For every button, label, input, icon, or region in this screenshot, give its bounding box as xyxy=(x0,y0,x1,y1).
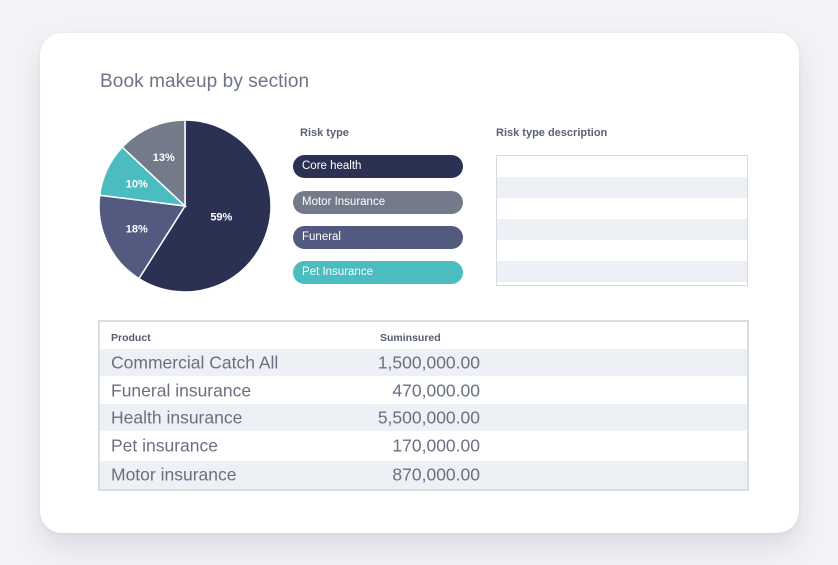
risk-type-funeral[interactable]: Funeral xyxy=(293,226,463,249)
product-name: Commercial Catch All xyxy=(111,352,279,372)
pie-slice-label-3: 10% xyxy=(126,178,148,190)
pie-slice-2[interactable] xyxy=(98,194,187,280)
book-makeup-card: Book makeup by section 59% 18% 10% 13% Risk… xyxy=(40,33,799,533)
sum-insured: 170,000.00 xyxy=(392,435,480,455)
sum-insured: 470,000.00 xyxy=(392,380,480,400)
table-row[interactable]: Funeral insurance 470,000.00 xyxy=(100,377,747,404)
pie-slice-4[interactable] xyxy=(121,119,186,208)
sum-insured: 5,500,000.00 xyxy=(377,407,480,427)
risk-type-description-box xyxy=(496,155,748,286)
table-row[interactable]: Pet insurance 170,000.00 xyxy=(100,432,747,459)
page-title: Book makeup by section xyxy=(100,71,310,92)
description-row xyxy=(497,177,747,198)
risk-type-header: Risk type xyxy=(300,127,349,139)
column-header-suminsured: Suminsured xyxy=(380,332,441,344)
description-row xyxy=(497,240,747,261)
pie-slice-label-1: 59% xyxy=(210,212,232,224)
product-name: Funeral insurance xyxy=(111,380,252,400)
table-row[interactable]: Motor insurance 870,000.00 xyxy=(100,461,747,489)
pie-chart: 59% 18% 10% 13% xyxy=(98,119,272,293)
description-row xyxy=(497,219,747,240)
pie-slice-1[interactable] xyxy=(137,119,272,293)
description-row xyxy=(497,261,747,282)
risk-type-pet-insurance[interactable]: Pet Insurance xyxy=(293,261,463,284)
product-name: Motor insurance xyxy=(111,464,237,485)
sum-insured: 1,500,000.00 xyxy=(377,352,480,372)
risk-type-description-header: Risk type description xyxy=(496,127,608,139)
description-row xyxy=(497,198,747,219)
column-header-product: Product xyxy=(111,332,151,344)
risk-type-motor-insurance[interactable]: Motor Insurance xyxy=(293,191,463,214)
product-name: Pet insurance xyxy=(111,435,219,455)
table-row[interactable]: Health insurance 5,500,000.00 xyxy=(100,404,747,431)
description-row xyxy=(497,156,747,177)
product-table: Product Suminsured Commercial Catch All … xyxy=(98,320,749,491)
sum-insured: 870,000.00 xyxy=(392,464,480,485)
table-row[interactable]: Commercial Catch All 1,500,000.00 xyxy=(100,349,747,376)
pie-slice-label-2: 18% xyxy=(126,224,148,236)
product-name: Health insurance xyxy=(111,407,243,427)
risk-type-core-health[interactable]: Core health xyxy=(293,155,463,178)
pie-slice-label-4: 13% xyxy=(153,152,175,164)
